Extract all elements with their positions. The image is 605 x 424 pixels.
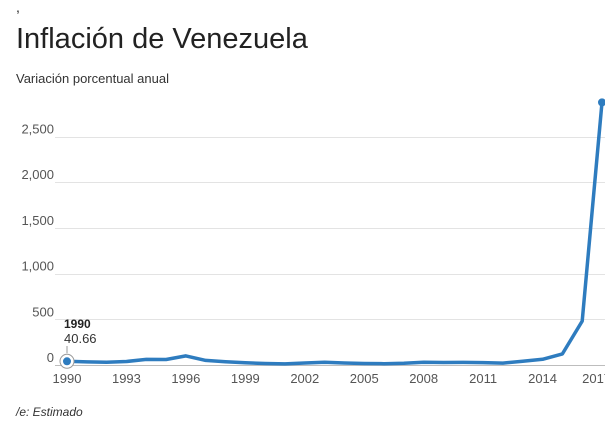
data-point: [501, 362, 504, 365]
data-point: [125, 360, 128, 363]
x-tick-label: 2011: [469, 371, 497, 386]
x-tick-label: 1993: [112, 371, 141, 386]
tooltip-value: 40.66: [64, 331, 97, 346]
data-point: [561, 352, 564, 355]
y-axis: 0 500 1,000 1,500 2,000 2,500: [21, 122, 54, 365]
data-point: [363, 362, 366, 365]
series-line: [65, 100, 604, 366]
data-point: [541, 358, 544, 361]
x-tick-label: 2017/e: [582, 371, 605, 386]
x-tick-label: 2008: [409, 371, 438, 386]
chart-title: Inflación de Venezuela: [16, 23, 308, 55]
data-point: [323, 361, 326, 364]
data-point: [521, 360, 524, 363]
data-point: [165, 358, 168, 361]
footnote: /e: Estimado: [16, 405, 83, 419]
y-tick-label: 1,500: [21, 213, 54, 228]
end-point-marker: [598, 98, 605, 107]
data-point: [442, 361, 445, 364]
data-point: [145, 358, 148, 361]
y-tick-label: 500: [32, 304, 54, 319]
data-point: [283, 362, 286, 365]
y-tick-label: 1,000: [21, 259, 54, 274]
x-tick-label: 2005: [350, 371, 379, 386]
header-mark: ,: [16, 0, 20, 15]
data-point: [85, 360, 88, 363]
data-point: [343, 361, 346, 364]
x-axis: 1990 1993 1996 1999 2002 2005 2008 2011 2014 2017…: [53, 371, 605, 386]
x-tick-label: 2002: [290, 371, 319, 386]
highlight-point: [63, 357, 71, 366]
data-point: [482, 361, 485, 364]
data-point: [224, 360, 227, 363]
data-point: [303, 361, 306, 364]
data-point: [264, 362, 267, 365]
data-points: [85, 98, 605, 365]
chart-subtitle: Variación porcentual anual: [16, 71, 169, 86]
data-point: [204, 359, 207, 362]
data-point: [105, 361, 108, 364]
data-point: [383, 362, 386, 365]
x-tick-label: 1999: [231, 371, 260, 386]
data-point: [184, 354, 187, 357]
x-tick-label: 1990: [53, 371, 82, 386]
x-tick-label: 1996: [171, 371, 200, 386]
data-point: [422, 361, 425, 364]
data-point: [581, 320, 584, 323]
data-point: [462, 361, 465, 364]
y-tick-label: 0: [47, 350, 54, 365]
data-point: [402, 362, 405, 365]
gridlines: [55, 137, 605, 366]
tooltip-year: 1990: [64, 317, 91, 331]
y-tick-label: 2,000: [21, 167, 54, 182]
y-tick-label: 2,500: [21, 122, 54, 137]
x-tick-label: 2014: [528, 371, 557, 386]
data-point: [244, 361, 247, 364]
